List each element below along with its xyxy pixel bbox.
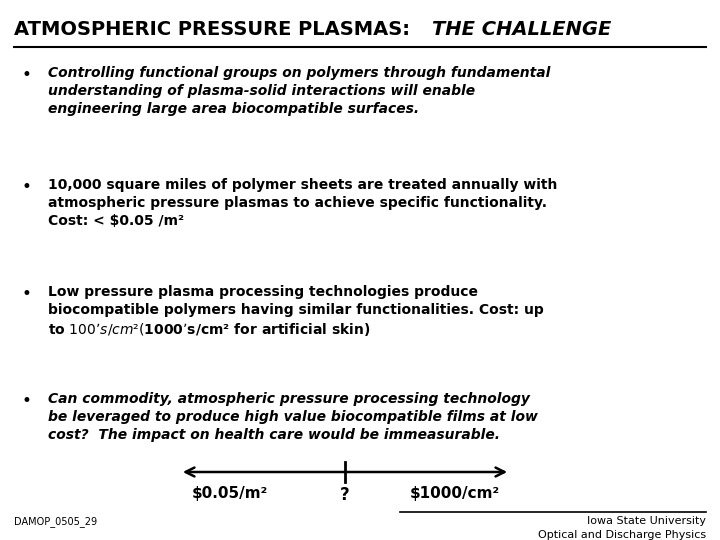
Text: •: •: [22, 392, 32, 410]
Text: Optical and Discharge Physics: Optical and Discharge Physics: [538, 530, 706, 540]
Text: $1000/cm²: $1000/cm²: [410, 486, 500, 501]
Text: Can commodity, atmospheric pressure processing technology
be leveraged to produc: Can commodity, atmospheric pressure proc…: [48, 392, 538, 442]
Text: Controlling functional groups on polymers through fundamental
understanding of p: Controlling functional groups on polymer…: [48, 66, 550, 116]
Text: 10,000 square miles of polymer sheets are treated annually with
atmospheric pres: 10,000 square miles of polymer sheets ar…: [48, 178, 557, 228]
Text: Iowa State University: Iowa State University: [587, 516, 706, 526]
Text: •: •: [22, 66, 32, 84]
Text: ATMOSPHERIC PRESSURE PLASMAS:: ATMOSPHERIC PRESSURE PLASMAS:: [14, 20, 417, 39]
Text: $0.05/m²: $0.05/m²: [192, 486, 268, 501]
Text: THE CHALLENGE: THE CHALLENGE: [432, 20, 611, 39]
Text: •: •: [22, 178, 32, 196]
Text: ?: ?: [340, 486, 350, 504]
Text: Low pressure plasma processing technologies produce
biocompatible polymers havin: Low pressure plasma processing technolog…: [48, 285, 544, 339]
Text: •: •: [22, 285, 32, 303]
Text: DAMOP_0505_29: DAMOP_0505_29: [14, 516, 97, 527]
